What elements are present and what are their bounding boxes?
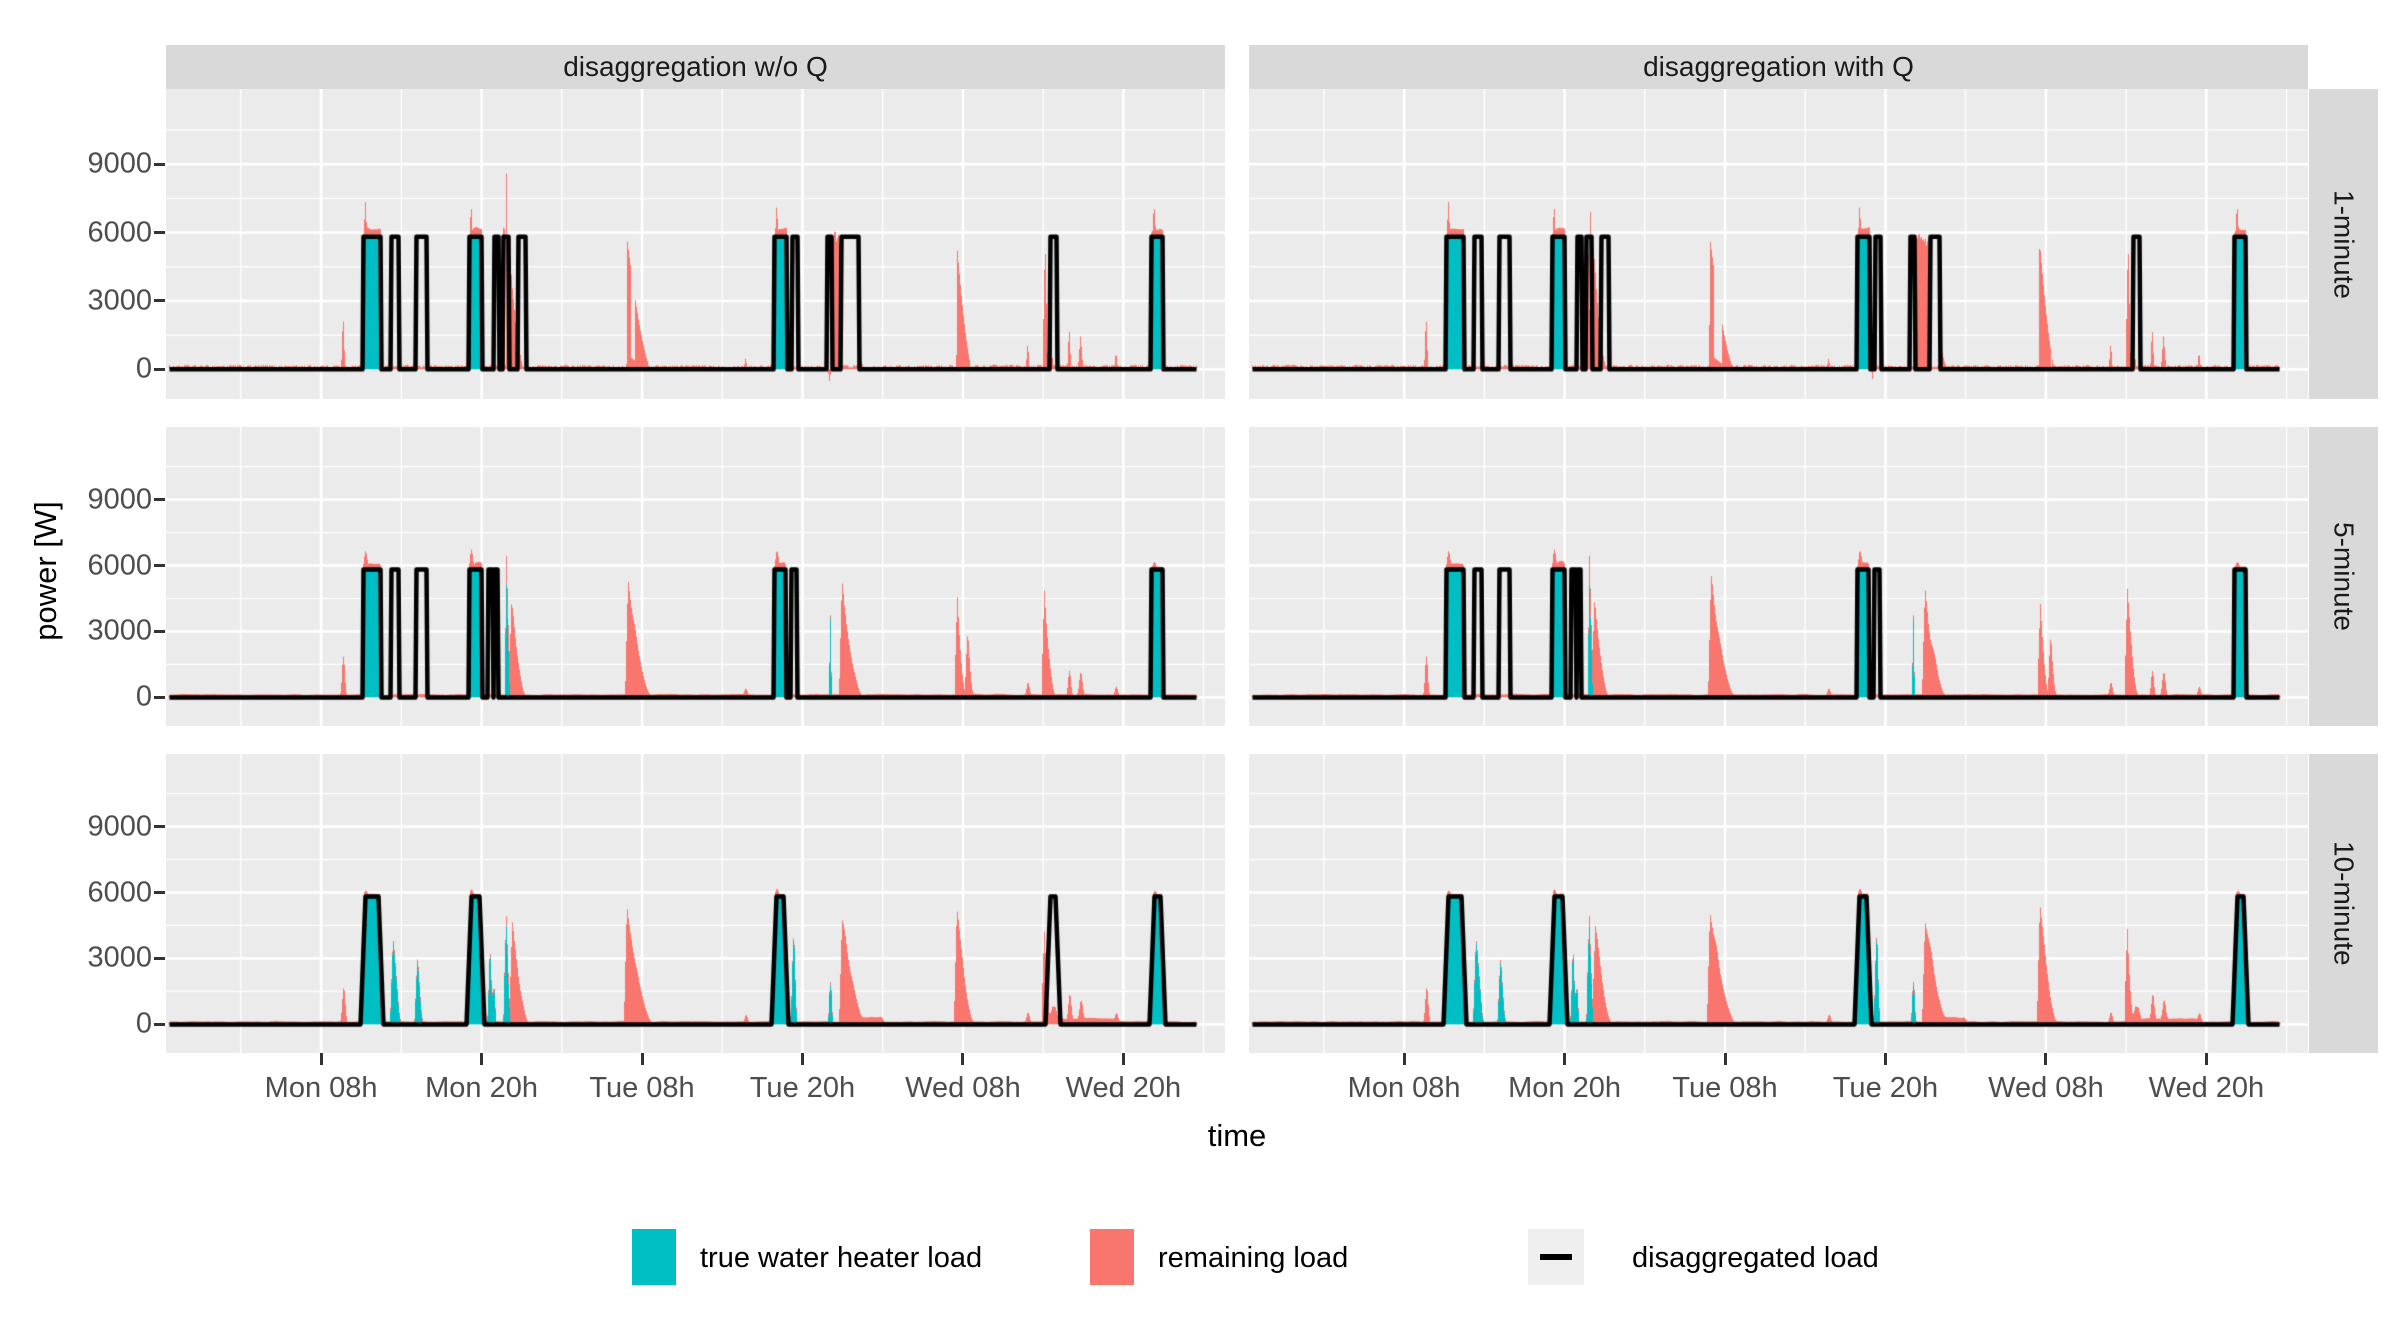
x-tick-label: Wed 20h (1065, 1072, 1182, 1104)
y-tick-label: 3000 (87, 284, 152, 317)
y-tick-mark (154, 498, 165, 502)
y-tick-label: 0 (135, 352, 152, 385)
x-tick-label: Wed 08h (905, 1072, 1021, 1104)
facet-strip-row-1min: 1-minute (2309, 89, 2378, 399)
legend-label-true-water-heater-load: true water heater load (700, 1242, 983, 1274)
y-tick-label: 0 (135, 1007, 152, 1040)
y-tick-mark (154, 956, 165, 960)
x-tick-label: Mon 08h (264, 1072, 378, 1104)
x-tick-label: Wed 08h (1988, 1072, 2104, 1104)
x-tick-mark (480, 1053, 484, 1065)
facet-strip-row-5min-label: 5-minute (2328, 522, 2360, 631)
y-tick-mark (154, 1022, 165, 1026)
x-tick-mark (1121, 1053, 1125, 1065)
legend-key-remaining-load (1090, 1229, 1134, 1285)
y-axis-title: power [W] (28, 501, 63, 641)
x-tick-mark (640, 1053, 644, 1065)
x-tick-mark (2204, 1053, 2208, 1065)
panel-10min-with-q (1249, 754, 2308, 1053)
y-tick-mark (154, 825, 165, 829)
facet-strip-row-10min-label: 10-minute (2328, 841, 2360, 966)
x-tick-label: Tue 08h (1672, 1072, 1778, 1104)
y-tick-mark (154, 162, 165, 166)
y-tick-mark (154, 367, 165, 371)
panel-1min-with-q (1249, 89, 2308, 399)
panel-1min-wo-q (166, 89, 1225, 399)
facet-strip-col-wo-q: disaggregation w/o Q (166, 45, 1225, 89)
x-tick-label: Tue 08h (589, 1072, 695, 1104)
panel-5min-with-q (1249, 427, 2308, 726)
facet-strip-col-wo-q-label: disaggregation w/o Q (563, 51, 828, 82)
y-tick-mark (154, 299, 165, 303)
x-tick-label: Mon 20h (425, 1072, 538, 1104)
y-tick-mark (154, 564, 165, 567)
panel-10min-wo-q (166, 754, 1225, 1053)
y-tick-label: 6000 (87, 216, 152, 249)
panel-canvas-1min-with-q (1249, 89, 2308, 399)
x-tick-label: Tue 20h (749, 1072, 856, 1104)
x-tick-mark (1563, 1053, 1567, 1065)
panel-canvas-5min-wo-q (166, 427, 1225, 726)
x-tick-mark (2044, 1053, 2048, 1065)
legend-key-true-water-heater-load (632, 1229, 676, 1285)
x-tick-mark (961, 1053, 965, 1065)
panel-5min-wo-q (166, 427, 1225, 726)
y-tick-mark (154, 891, 165, 894)
x-tick-mark (1402, 1053, 1406, 1065)
x-tick-label: Mon 20h (1508, 1072, 1621, 1104)
legend-line-swatch (1540, 1254, 1572, 1260)
panel-canvas-10min-wo-q (166, 754, 1225, 1053)
facet-strip-row-5min: 5-minute (2309, 427, 2378, 726)
panel-canvas-10min-with-q (1249, 754, 2308, 1053)
x-tick-mark (1723, 1053, 1727, 1065)
x-tick-mark (319, 1053, 323, 1065)
y-tick-label: 9000 (87, 483, 152, 516)
y-tick-mark (154, 629, 165, 633)
y-tick-label: 0 (135, 680, 152, 713)
x-tick-label: Wed 20h (2148, 1072, 2265, 1104)
y-tick-label: 6000 (87, 549, 152, 581)
y-tick-mark (154, 695, 165, 699)
y-tick-label: 6000 (87, 876, 152, 908)
facet-strip-row-10min: 10-minute (2309, 754, 2378, 1053)
x-tick-label: Mon 08h (1347, 1072, 1461, 1104)
x-tick-mark (1883, 1053, 1887, 1065)
legend-key-disaggregated-load (1528, 1229, 1584, 1285)
facet-strip-row-1min-label: 1-minute (2328, 189, 2360, 299)
panel-canvas-5min-with-q (1249, 427, 2308, 726)
y-tick-mark (154, 231, 165, 235)
x-axis-title: time (1207, 1118, 1267, 1153)
y-tick-label: 9000 (87, 147, 152, 180)
x-tick-label: Tue 20h (1832, 1072, 1939, 1104)
legend-label-disaggregated-load: disaggregated load (1632, 1242, 1879, 1274)
y-tick-label: 9000 (87, 810, 152, 843)
facet-strip-col-with-q-label: disaggregation with Q (1643, 51, 1914, 82)
y-tick-label: 3000 (87, 941, 152, 974)
y-tick-label: 3000 (87, 614, 152, 647)
panel-canvas-1min-wo-q (166, 89, 1225, 399)
legend-label-remaining-load: remaining load (1158, 1242, 1349, 1274)
x-tick-mark (800, 1053, 804, 1065)
facet-strip-col-with-q: disaggregation with Q (1249, 45, 2308, 89)
